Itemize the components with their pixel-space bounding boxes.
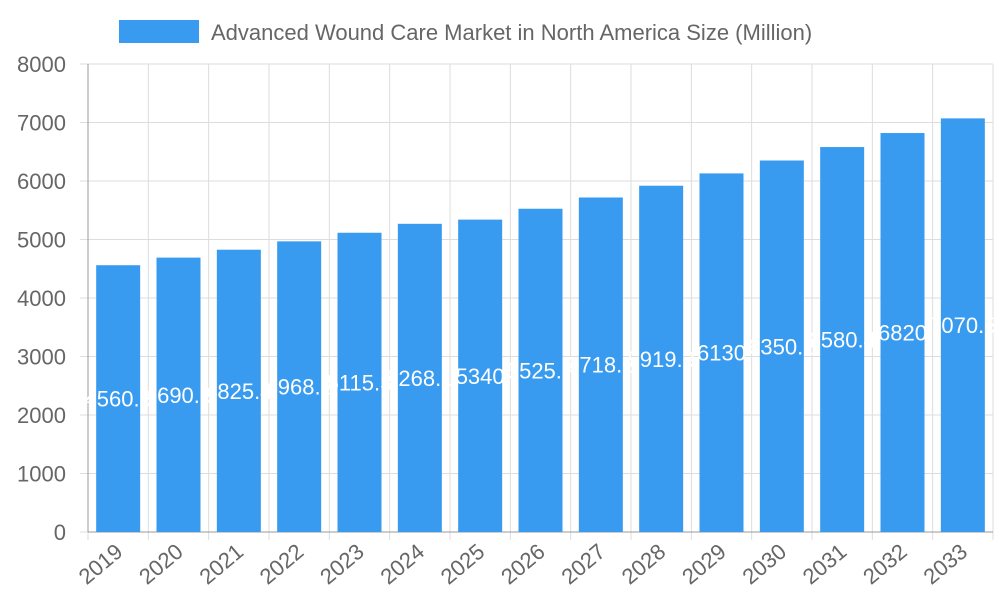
data-label: 4560.5: [85, 387, 152, 412]
y-tick-label: 8000: [17, 52, 66, 77]
bar: [940, 118, 985, 533]
bar: [759, 160, 804, 532]
data-label: 6350.2: [748, 334, 815, 359]
data-label: 7070.5: [929, 313, 996, 338]
y-tick-label: 5000: [17, 228, 66, 253]
data-label: 4968.2: [266, 375, 333, 400]
y-tick-label: 0: [54, 520, 66, 545]
bar: [639, 185, 684, 532]
bar: [518, 208, 563, 532]
bar: [880, 133, 925, 532]
y-tick-label: 7000: [17, 111, 66, 136]
x-tick-label: 2020: [134, 539, 188, 590]
bar: [458, 219, 503, 533]
bar: [699, 173, 744, 532]
data-label: 5268.1: [386, 366, 453, 391]
bar: [96, 265, 141, 532]
data-label: 6820: [878, 321, 927, 346]
data-label: 5525.7: [507, 358, 574, 383]
y-tick-label: 6000: [17, 169, 66, 194]
bar: [337, 232, 382, 532]
x-tick-label: 2021: [194, 539, 248, 590]
x-tick-label: 2023: [315, 539, 369, 590]
x-tick-label: 2025: [436, 539, 490, 590]
x-tick-label: 2026: [496, 539, 550, 590]
x-tick-label: 2029: [677, 539, 731, 590]
x-tick-label: 2033: [918, 539, 972, 590]
bar: [156, 257, 201, 532]
data-label: 6130: [697, 341, 746, 366]
x-tick-label: 2019: [74, 539, 128, 590]
y-tick-label: 1000: [17, 462, 66, 487]
y-tick-label: 3000: [17, 345, 66, 370]
data-label: 5340: [456, 364, 505, 389]
bar: [397, 223, 442, 532]
x-tick-label: 2022: [255, 539, 309, 590]
x-tick-label: 2030: [737, 539, 791, 590]
bar: [578, 197, 623, 533]
bar: [216, 249, 261, 532]
data-label: 6580.4: [809, 328, 876, 353]
legend-swatch: [119, 20, 199, 43]
bar: [277, 241, 322, 533]
data-label: 5718.2: [567, 353, 634, 378]
data-label: 5115.3: [327, 370, 393, 395]
x-tick-label: 2032: [858, 539, 912, 590]
y-tick-label: 2000: [17, 403, 66, 428]
x-tick-label: 2028: [617, 539, 671, 590]
bar: [820, 147, 865, 532]
data-label: 5919.3: [628, 347, 695, 372]
x-tick-label: 2027: [556, 539, 610, 590]
x-tick-label: 2031: [798, 539, 852, 590]
x-tick-label: 2024: [375, 539, 429, 590]
data-label: 4690.3: [145, 383, 212, 408]
y-tick-label: 4000: [17, 286, 66, 311]
legend-label: Advanced Wound Care Market in North Amer…: [211, 20, 812, 45]
data-label: 4825.4: [205, 379, 272, 404]
